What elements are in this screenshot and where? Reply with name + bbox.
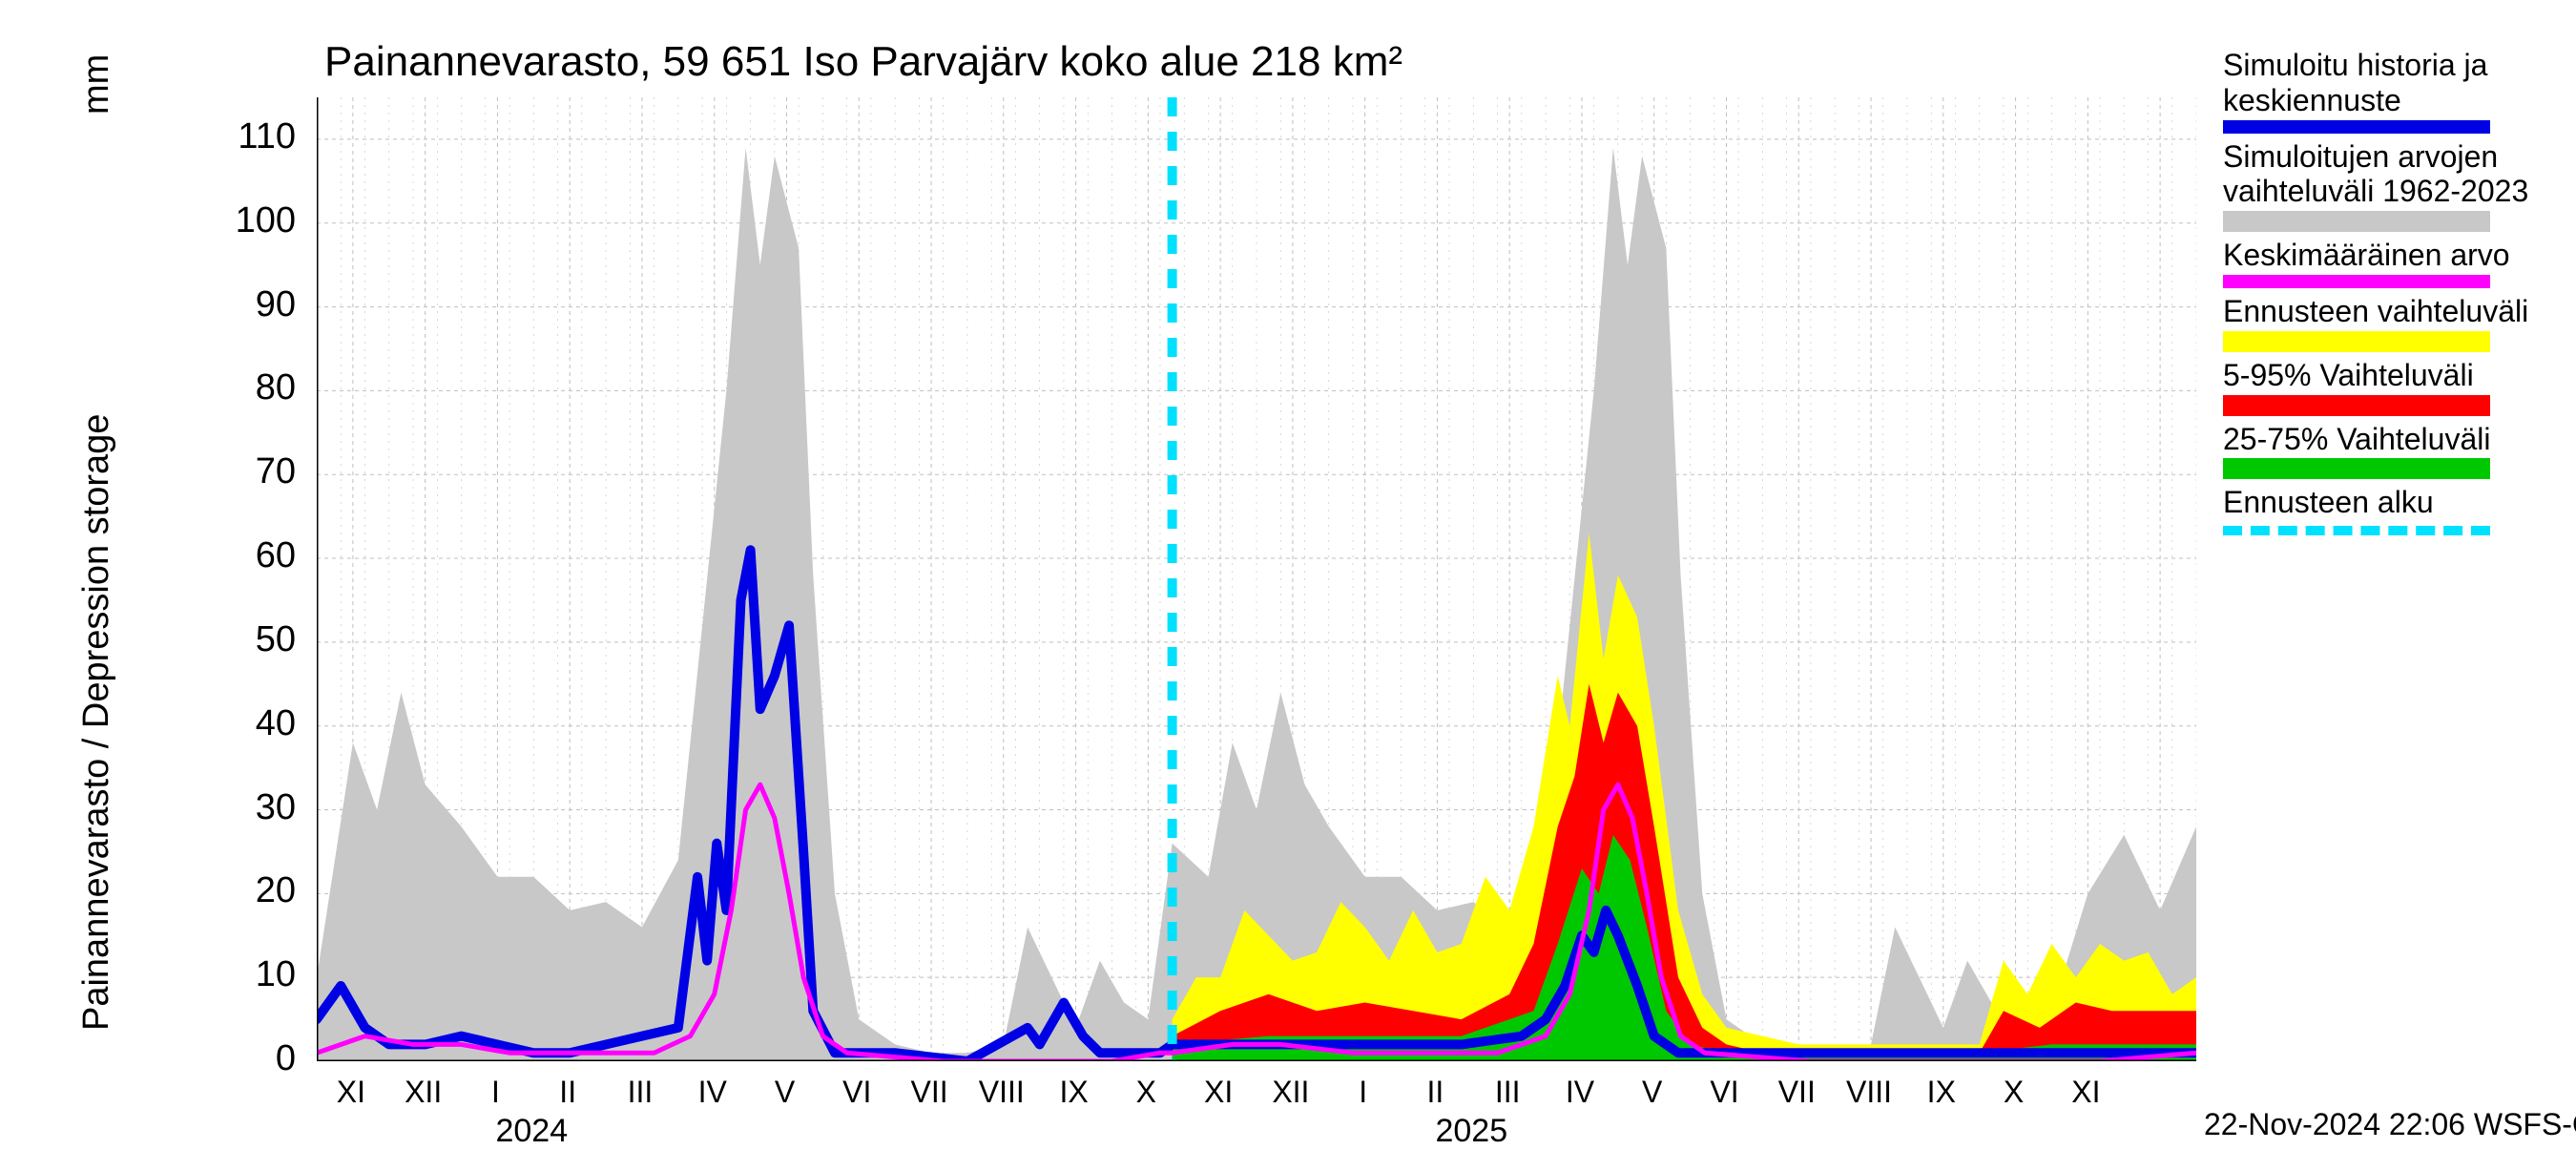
legend-swatch xyxy=(2223,331,2490,352)
x-month-label: X xyxy=(2004,1075,2024,1110)
y-tick-label: 80 xyxy=(229,367,296,408)
x-month-label: XII xyxy=(1272,1075,1309,1110)
legend-label: 25-75% Vaihteluväli xyxy=(2223,422,2490,457)
legend-entry: Ennusteen alku xyxy=(2223,485,2528,535)
x-month-label: VII xyxy=(910,1075,947,1110)
legend-swatch xyxy=(2223,275,2490,288)
legend-label: Ennusteen alku xyxy=(2223,485,2434,520)
legend-entry: Ennusteen vaihteluväli xyxy=(2223,294,2528,352)
x-month-label: V xyxy=(775,1075,795,1110)
y-tick-label: 20 xyxy=(229,870,296,911)
legend-label: Simuloitu historia ja xyxy=(2223,48,2487,83)
y-tick-label: 50 xyxy=(229,619,296,660)
legend-entry: Keskimääräinen arvo xyxy=(2223,238,2528,288)
y-tick-label: 0 xyxy=(229,1038,296,1079)
legend-label: Keskimääräinen arvo xyxy=(2223,238,2510,273)
legend-label: Simuloitujen arvojen xyxy=(2223,139,2498,175)
y-axis-label: Painannevarasto / Depression storage xyxy=(76,414,117,1031)
legend-swatch xyxy=(2223,526,2490,535)
y-tick-label: 70 xyxy=(229,451,296,492)
legend-entry: Simuloitujen arvojenvaihteluväli 1962-20… xyxy=(2223,139,2528,233)
x-month-label: III xyxy=(628,1075,654,1110)
x-month-label: XI xyxy=(1204,1075,1233,1110)
legend-swatch xyxy=(2223,120,2490,134)
legend-swatch xyxy=(2223,211,2490,232)
x-month-label: IX xyxy=(1927,1075,1956,1110)
legend-entry: 25-75% Vaihteluväli xyxy=(2223,422,2528,480)
legend-label: vaihteluväli 1962-2023 xyxy=(2223,174,2528,209)
x-month-label: III xyxy=(1495,1075,1521,1110)
x-month-label: II xyxy=(559,1075,576,1110)
x-month-label: VIII xyxy=(1846,1075,1892,1110)
x-month-label: VI xyxy=(842,1075,871,1110)
y-tick-label: 10 xyxy=(229,954,296,995)
x-month-label: I xyxy=(1359,1075,1367,1110)
chart-title: Painannevarasto, 59 651 Iso Parvajärv ko… xyxy=(324,38,1402,86)
x-year-label: 2025 xyxy=(1435,1113,1507,1150)
legend-entry: Simuloitu historia jakeskiennuste xyxy=(2223,48,2528,134)
y-tick-label: 30 xyxy=(229,787,296,828)
x-month-label: I xyxy=(491,1075,500,1110)
x-month-label: IV xyxy=(698,1075,727,1110)
legend: Simuloitu historia jakeskiennusteSimuloi… xyxy=(2223,48,2528,541)
legend-swatch xyxy=(2223,395,2490,416)
legend-label: Ennusteen vaihteluväli xyxy=(2223,294,2528,329)
x-month-label: IV xyxy=(1566,1075,1594,1110)
x-month-label: VII xyxy=(1778,1075,1816,1110)
x-month-label: VIII xyxy=(979,1075,1025,1110)
y-axis-unit: mm xyxy=(76,54,117,115)
legend-swatch xyxy=(2223,458,2490,479)
y-tick-label: 40 xyxy=(229,703,296,744)
footer-timestamp: 22-Nov-2024 22:06 WSFS-O xyxy=(2204,1107,2576,1142)
x-year-label: 2024 xyxy=(495,1113,568,1150)
chart-plot-area xyxy=(315,95,2198,1063)
y-tick-label: 90 xyxy=(229,284,296,325)
y-tick-label: 110 xyxy=(229,116,296,157)
x-month-label: IX xyxy=(1059,1075,1088,1110)
legend-label: keskiennuste xyxy=(2223,83,2401,118)
x-month-label: II xyxy=(1427,1075,1444,1110)
chart-page: Painannevarasto, 59 651 Iso Parvajärv ko… xyxy=(0,0,2576,1145)
y-tick-label: 60 xyxy=(229,535,296,576)
x-month-label: VI xyxy=(1710,1075,1738,1110)
y-tick-label: 100 xyxy=(229,200,296,241)
x-month-label: X xyxy=(1136,1075,1156,1110)
x-month-label: XI xyxy=(337,1075,365,1110)
x-month-label: XII xyxy=(405,1075,442,1110)
x-month-label: XI xyxy=(2071,1075,2100,1110)
legend-entry: 5-95% Vaihteluväli xyxy=(2223,358,2528,416)
legend-label: 5-95% Vaihteluväli xyxy=(2223,358,2474,393)
x-month-label: V xyxy=(1642,1075,1662,1110)
